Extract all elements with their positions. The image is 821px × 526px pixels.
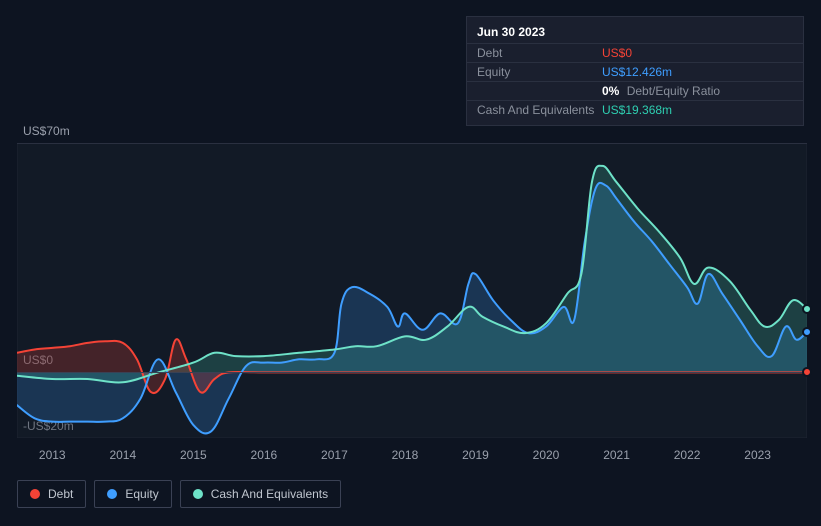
tooltip-equity-label: Equity [477, 65, 602, 79]
x-tick-2023: 2023 [744, 448, 771, 462]
tooltip-row-cash: Cash And Equivalents US$19.368m [467, 100, 803, 119]
chart-legend: Debt Equity Cash And Equivalents [17, 480, 341, 508]
end-marker-equity-icon [802, 327, 812, 337]
tooltip-cash-value: US$19.368m [602, 103, 793, 117]
tooltip-ratio: 0% Debt/Equity Ratio [602, 84, 793, 98]
x-tick-2022: 2022 [674, 448, 701, 462]
tooltip-ratio-pct: 0% [602, 84, 619, 98]
x-tick-2015: 2015 [180, 448, 207, 462]
end-marker-cash-icon [802, 304, 812, 314]
legend-cash-label: Cash And Equivalents [211, 487, 328, 501]
tooltip-debt-value: US$0 [602, 46, 793, 60]
legend-cash[interactable]: Cash And Equivalents [180, 480, 341, 508]
chart-area[interactable]: US$70m US$0 -US$20m [17, 125, 807, 445]
x-tick-2021: 2021 [603, 448, 630, 462]
end-marker-debt-icon [802, 367, 812, 377]
legend-dot-debt-icon [30, 489, 40, 499]
chart-tooltip: Jun 30 2023 Debt US$0 Equity US$12.426m … [466, 16, 804, 126]
y-tick-70: US$70m [23, 124, 70, 138]
tooltip-date: Jun 30 2023 [467, 23, 803, 43]
legend-equity[interactable]: Equity [94, 480, 171, 508]
x-tick-2017: 2017 [321, 448, 348, 462]
legend-dot-equity-icon [107, 489, 117, 499]
x-tick-2013: 2013 [39, 448, 66, 462]
tooltip-cash-label: Cash And Equivalents [477, 103, 602, 117]
tooltip-row-equity: Equity US$12.426m [467, 62, 803, 81]
x-tick-2014: 2014 [109, 448, 136, 462]
chart-svg [17, 143, 807, 438]
tooltip-ratio-text: Debt/Equity Ratio [627, 84, 720, 98]
tooltip-debt-label: Debt [477, 46, 602, 60]
legend-dot-cash-icon [193, 489, 203, 499]
legend-debt[interactable]: Debt [17, 480, 86, 508]
x-tick-2020: 2020 [533, 448, 560, 462]
legend-equity-label: Equity [125, 487, 158, 501]
x-tick-2016: 2016 [251, 448, 278, 462]
tooltip-ratio-spacer [477, 84, 602, 98]
legend-debt-label: Debt [48, 487, 73, 501]
x-tick-2018: 2018 [392, 448, 419, 462]
tooltip-row-ratio: 0% Debt/Equity Ratio [467, 81, 803, 100]
tooltip-row-debt: Debt US$0 [467, 43, 803, 62]
x-tick-2019: 2019 [462, 448, 489, 462]
x-axis: 2013 2014 2015 2016 2017 2018 2019 2020 2021 2022… [17, 448, 807, 466]
tooltip-equity-value: US$12.426m [602, 65, 793, 79]
